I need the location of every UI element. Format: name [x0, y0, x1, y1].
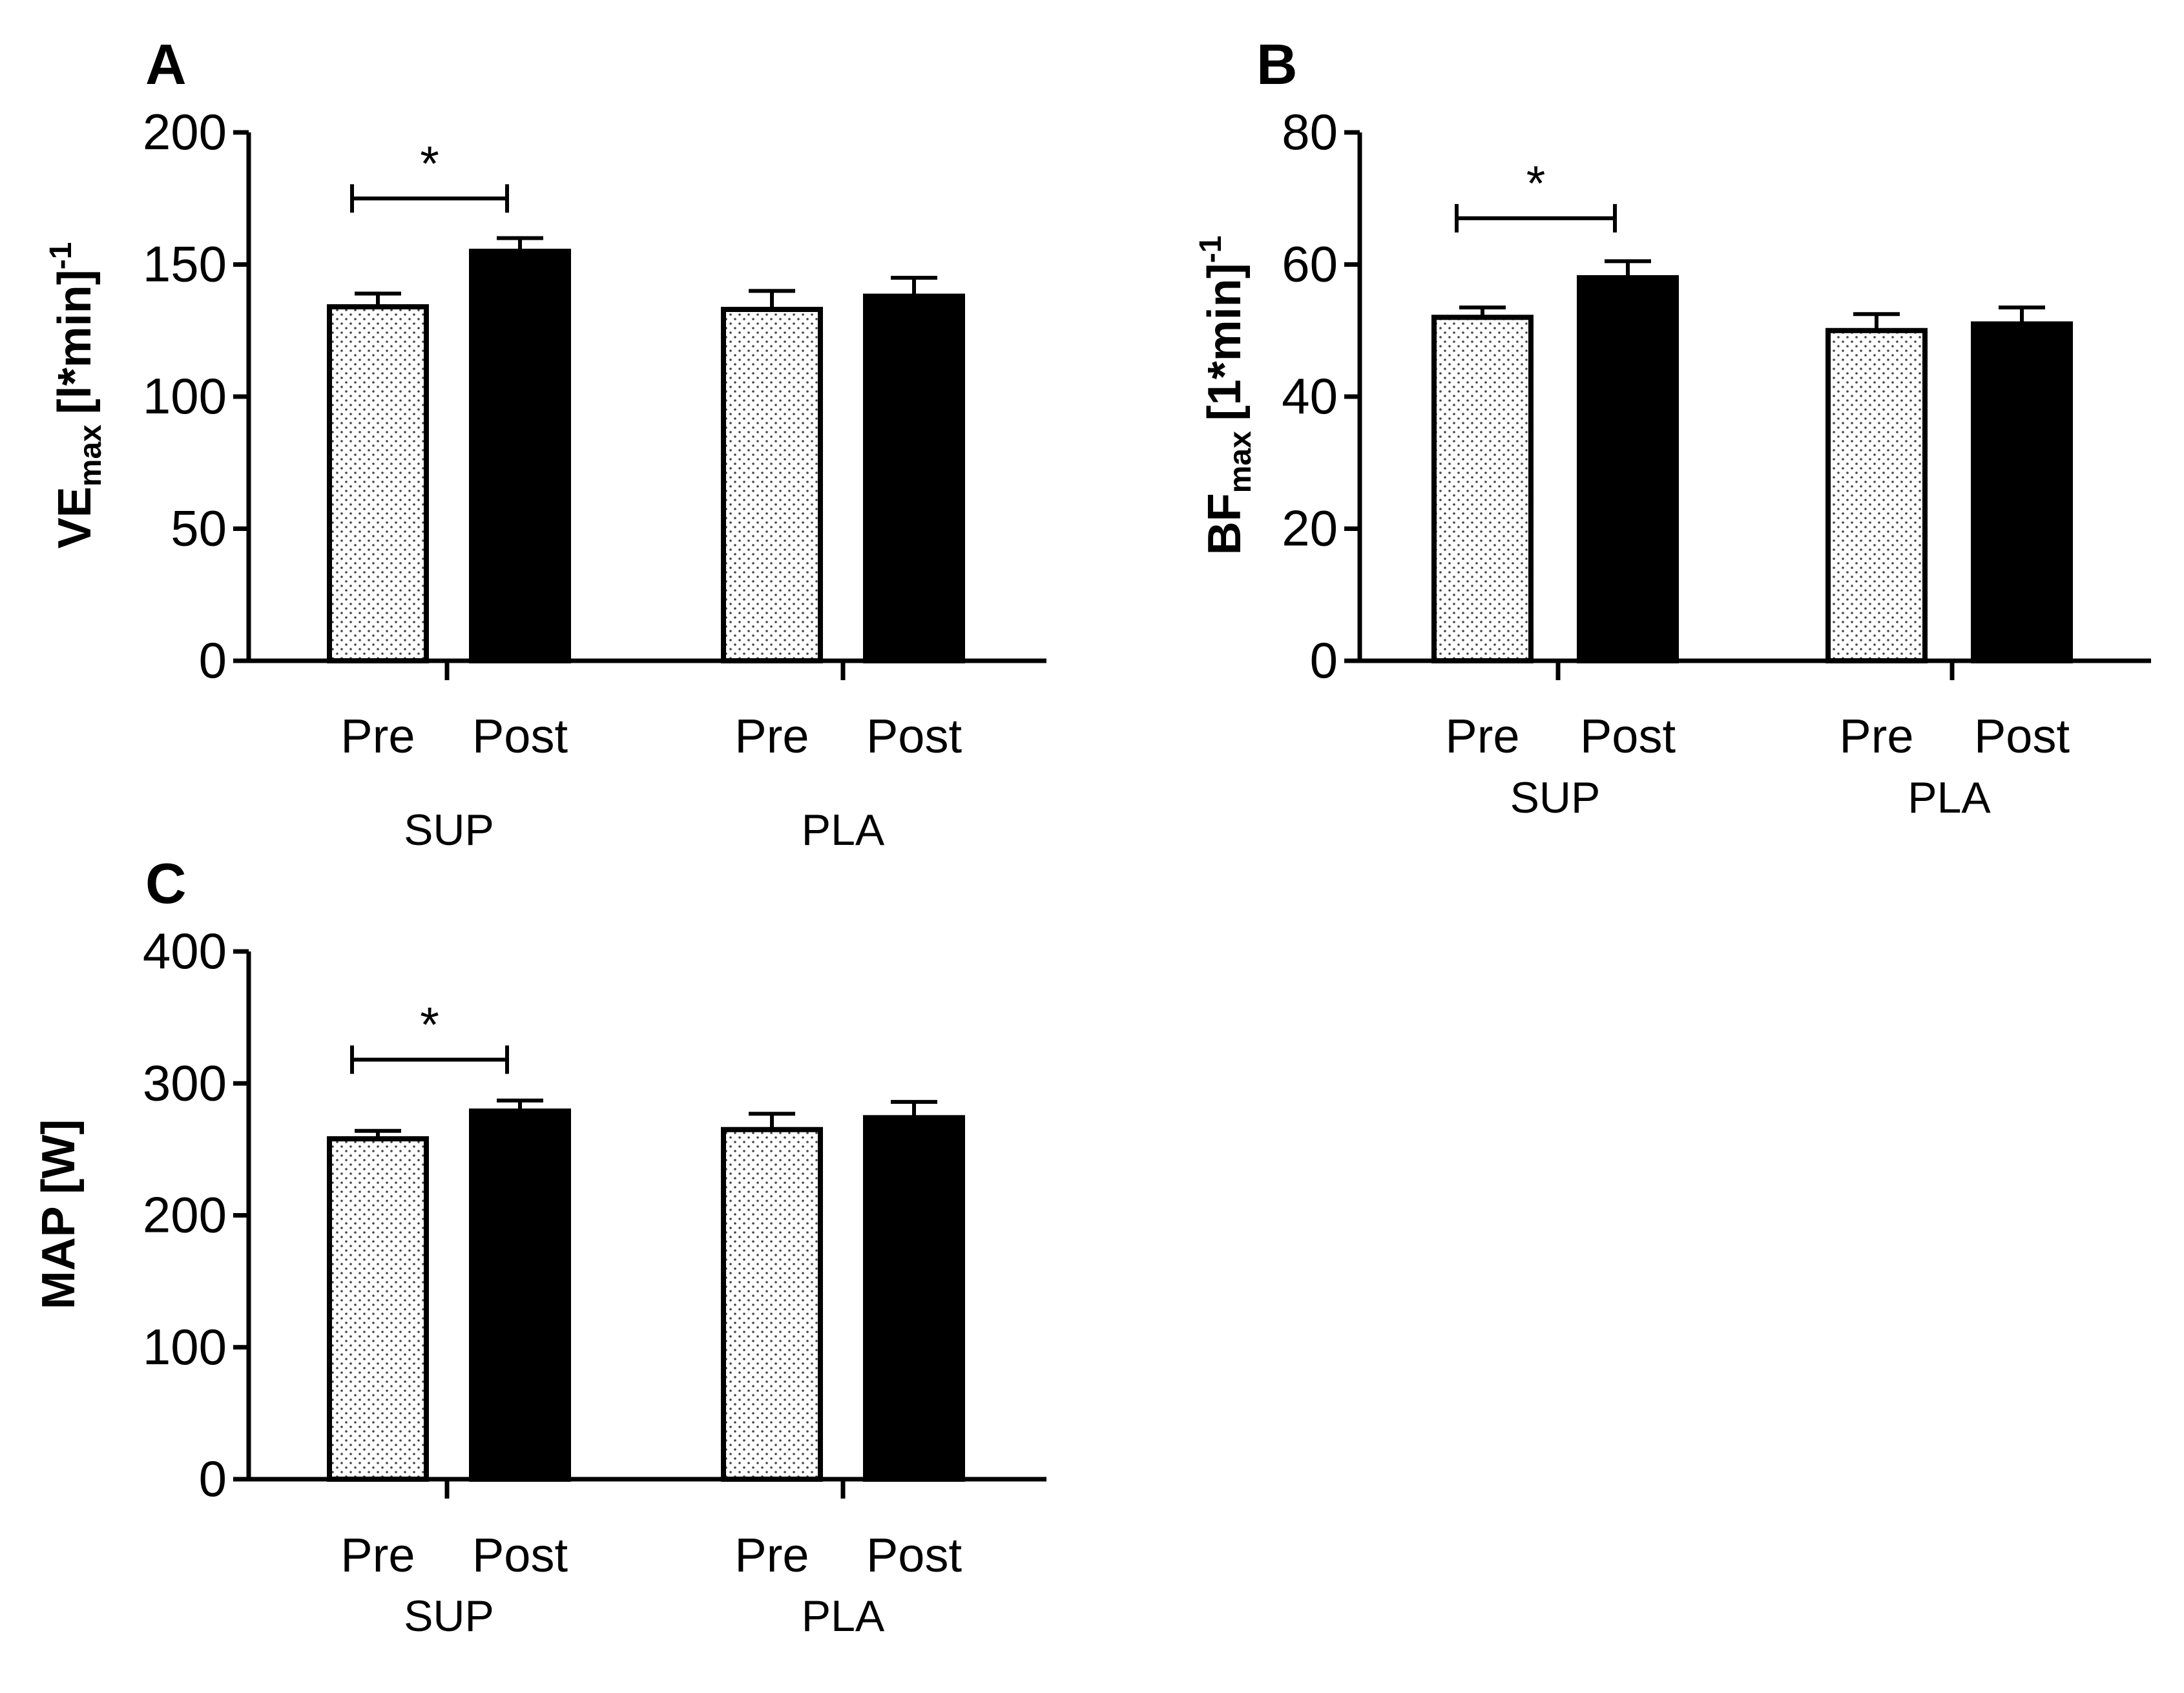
panel-a-category-label: Post [472, 709, 568, 763]
panel-a-y-tick-label: 200 [143, 103, 227, 160]
panel-c-bar [327, 1136, 429, 1482]
panel-c-category-label: Post [472, 1528, 568, 1582]
panel-c-group-label: PLA [802, 1592, 885, 1641]
panel-b-group-label: SUP [1510, 773, 1601, 822]
panel-a-significance-star: * [420, 136, 439, 191]
panel-b-y-tick-label: 20 [1282, 500, 1338, 557]
panel-b-letter: B [1256, 32, 1298, 96]
panel-b-bar [1971, 321, 2073, 663]
panel-a-y-tick-label: 100 [143, 368, 227, 424]
panel-c-significance-star: * [420, 997, 439, 1052]
panel-b: B 0 20 40 60 80 Pre Post Pre Post SUP PLA * BFmax[1… [1194, 32, 2151, 822]
panel-c-category-label: Pre [734, 1528, 809, 1582]
panel-b-category-label: Post [1974, 709, 2070, 763]
panel-b-group-label: PLA [1908, 773, 1991, 822]
panel-b-bar [1577, 275, 1679, 663]
panel-b-category-label: Post [1580, 709, 1676, 763]
panel-a-bar [863, 293, 965, 663]
panel-b-y-tick-label: 40 [1282, 368, 1338, 424]
panel-b-bar [1825, 327, 1928, 663]
panel-a-y-axis-label: VEmax[l*min]-1 [44, 242, 108, 549]
panel-a-bar [721, 307, 823, 663]
panel-b-bar [1431, 315, 1534, 663]
panel-a-y-tick-label: 50 [171, 500, 227, 557]
panel-b-y-axis-label: BFmax[1*min]-1 [1194, 236, 1258, 556]
panel-b-category-label: Pre [1839, 709, 1913, 763]
panel-a-category-label: Post [866, 709, 962, 763]
panel-b-category-label: Pre [1445, 709, 1519, 763]
panel-b-significance-star: * [1526, 156, 1546, 211]
panel-c-bar [469, 1108, 571, 1482]
panel-c-y-axis-label: MAP [W] [33, 1119, 85, 1310]
panel-c-y-tick-label: 100 [143, 1318, 227, 1375]
panel-a-category-label: Pre [340, 709, 415, 763]
panel-c-category-label: Post [866, 1528, 962, 1582]
panel-a-y-tick-label: 0 [199, 632, 227, 689]
panel-c-y-tick-label: 300 [143, 1054, 227, 1111]
panel-a-y-tick-label: 150 [143, 236, 227, 293]
panel-c-letter: C [145, 851, 187, 915]
panel-a-bar [327, 304, 429, 663]
panel-b-y-tick-label: 80 [1282, 103, 1338, 160]
panel-a-bar [469, 249, 571, 663]
panel-a-letter: A [145, 32, 187, 96]
panel-c-bar [863, 1115, 965, 1482]
panel-c-group-label: SUP [404, 1592, 494, 1641]
panel-a: A 0 50 100 150 200 Pre Post Pre Post SUP PLA * VEma… [44, 32, 1046, 855]
panel-c: C 0 100 200 300 400 Pre Post Pre Post SUP PLA * MAP… [33, 851, 1046, 1641]
panel-c-y-tick-label: 0 [199, 1450, 227, 1507]
panel-c-bar [721, 1127, 823, 1482]
panel-a-group-label: SUP [404, 805, 494, 855]
panel-b-y-tick-label: 60 [1282, 236, 1338, 293]
panel-c-category-label: Pre [340, 1528, 415, 1582]
panel-a-category-label: Pre [734, 709, 809, 763]
panel-c-y-tick-label: 200 [143, 1187, 227, 1243]
panel-c-y-tick-label: 400 [143, 922, 227, 979]
panel-b-y-tick-label: 0 [1310, 632, 1338, 689]
panel-a-group-label: PLA [802, 805, 885, 855]
